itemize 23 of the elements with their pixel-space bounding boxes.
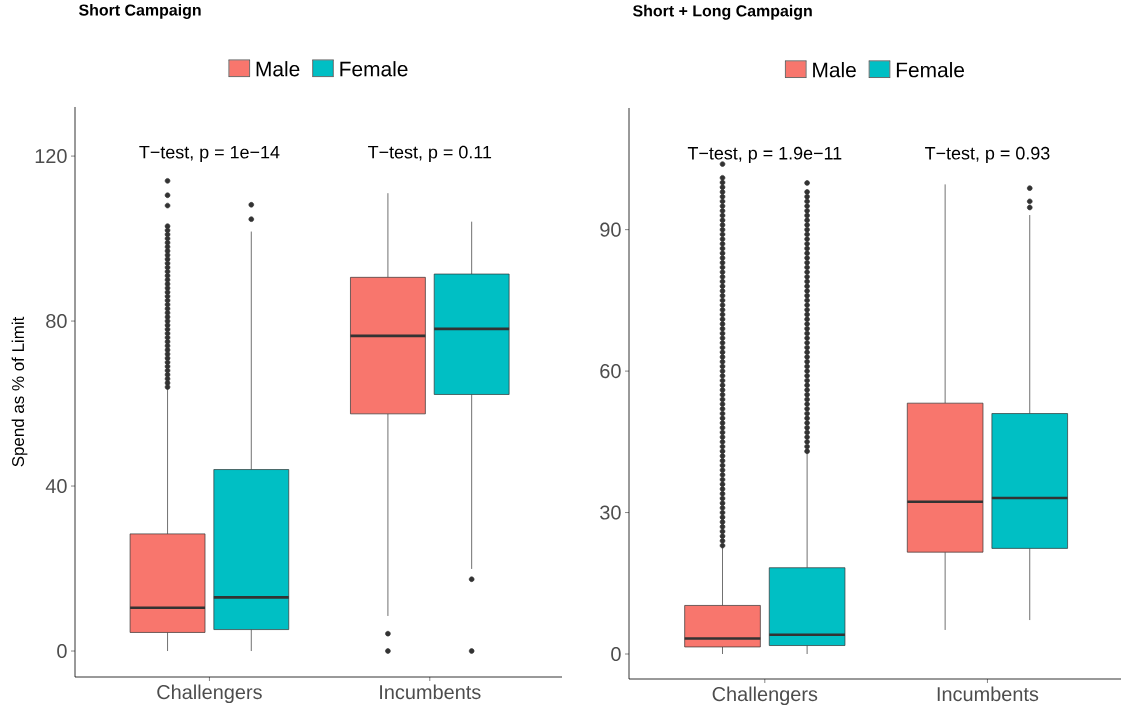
annotation: T−test, p = 0.93 [925,146,1050,164]
y-tick-label: 30 [600,505,621,520]
y-tick-label: 90 [600,222,621,237]
legend-label: Female [896,62,965,78]
annotation: T−test, p = 1.9e−11 [687,146,842,164]
legend-label: Female [340,61,408,77]
x-tick-label: Incumbents [937,686,1039,702]
annotation: T−test, p = 1e−14 [139,145,280,163]
x-tick-label: Challengers [157,684,262,704]
y-tick-label: 120 [35,149,67,164]
y-tick-label: 40 [45,478,67,494]
legend-label: Male [256,61,300,77]
y-tick-label: 0 [611,646,621,662]
y-axis-title: Spend as % of Limit [11,316,28,467]
y-tick-label: 80 [46,314,67,329]
y-tick-label: 0 [57,643,67,659]
x-tick-label: Challengers [712,686,818,706]
x-tick-label: Incumbents [380,684,481,700]
y-tick-label: 60 [600,364,621,379]
legend-label: Male [813,62,856,78]
chart-title: Short Campaign [78,3,201,19]
annotation: T−test, p = 0.11 [368,145,492,163]
chart-title: Short + Long Campaign [632,4,812,20]
